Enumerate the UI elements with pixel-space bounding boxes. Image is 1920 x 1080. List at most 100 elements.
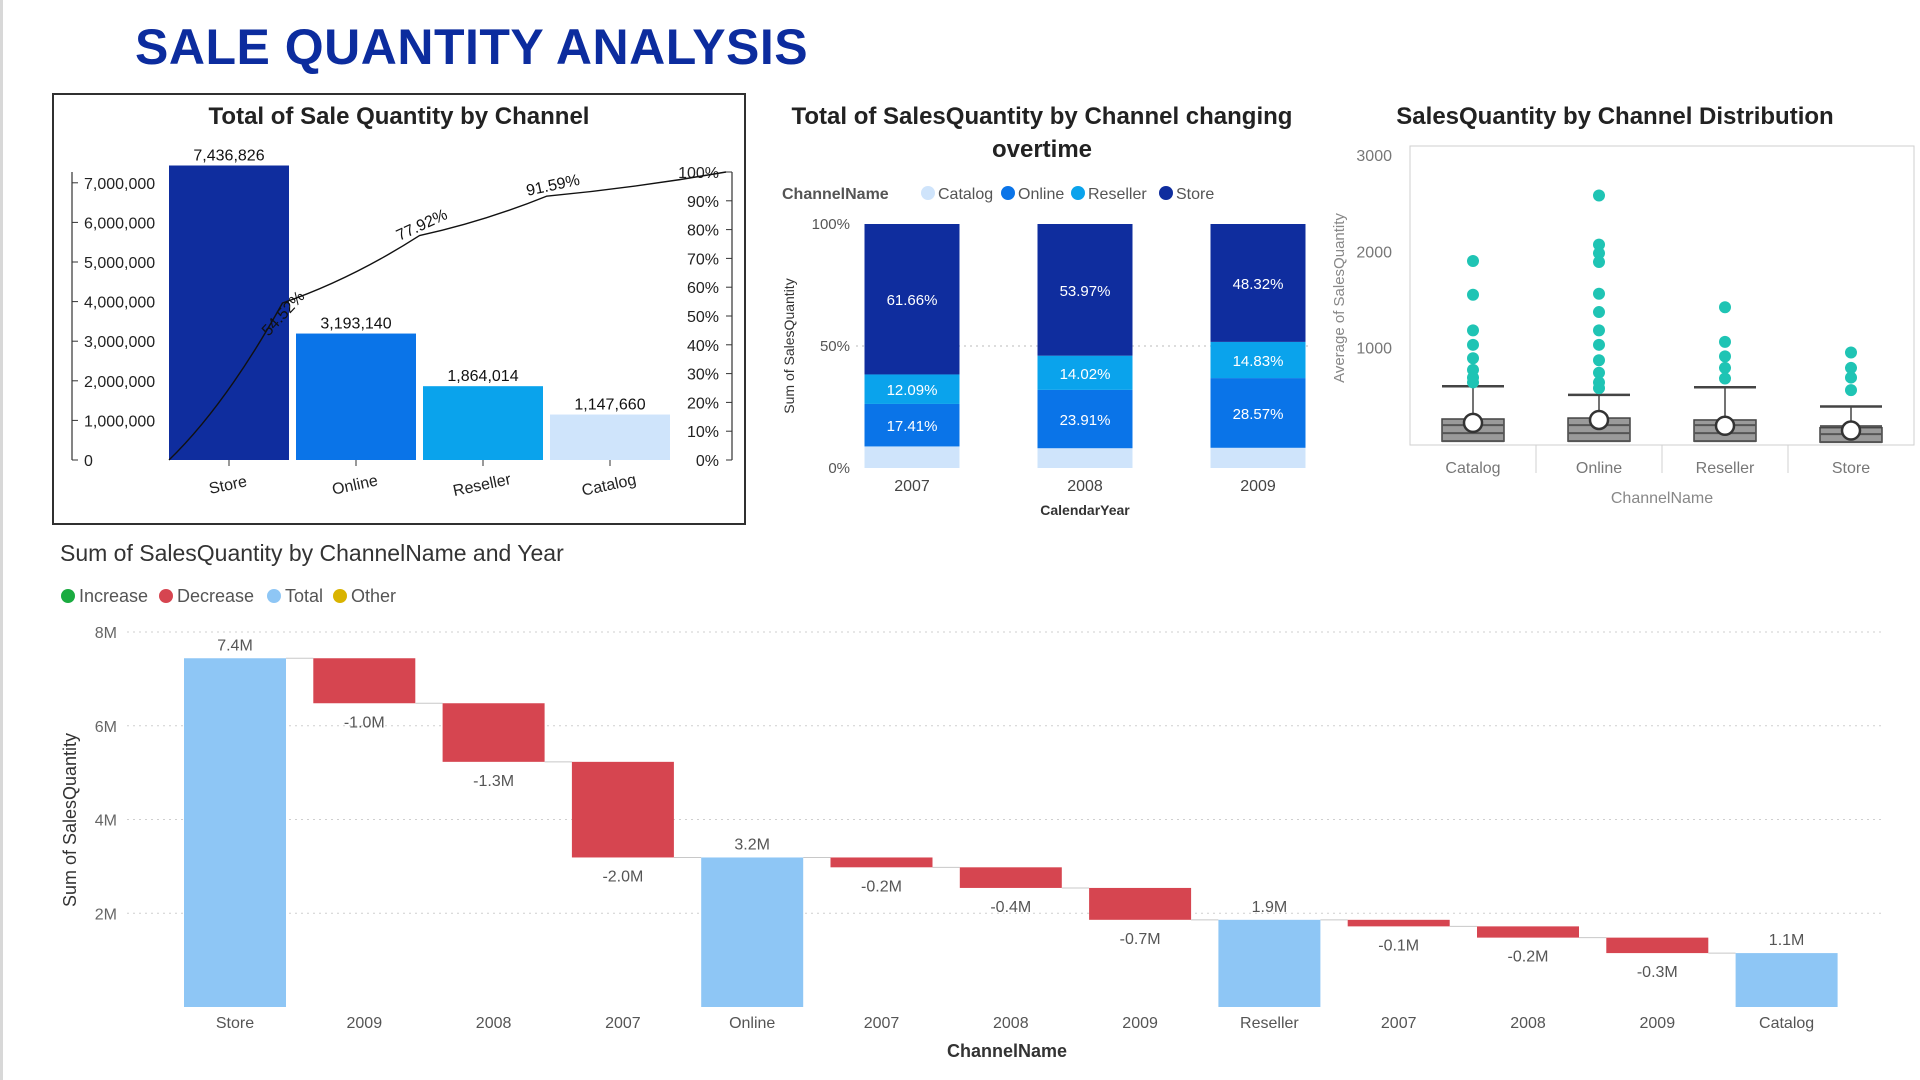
waterfall-legend-marker — [333, 589, 347, 603]
stacked-segment-reseller — [1210, 341, 1306, 379]
pareto-title: Total of Sale Quantity by Channel — [209, 103, 590, 130]
waterfall-data-label: -1.3M — [473, 773, 514, 790]
waterfall-x-tick-label: Catalog — [1759, 1015, 1814, 1032]
stacked-legend-label: Online — [1018, 186, 1064, 203]
waterfall-x-tick-label: 2008 — [1510, 1015, 1546, 1032]
boxplot-outlier-point — [1593, 366, 1605, 379]
boxplot-outlier-point — [1845, 346, 1857, 359]
waterfall-data-label: -0.3M — [1637, 964, 1678, 981]
stacked-legend-label: Store — [1176, 186, 1214, 203]
boxplot-frame — [1409, 145, 1915, 446]
waterfall-x-tick-label: 2008 — [476, 1015, 512, 1032]
stacked-data-label: 17.41% — [887, 418, 938, 435]
waterfall-legend-label: Decrease — [177, 586, 254, 606]
stacked-data-label: 61.66% — [887, 292, 938, 309]
pareto-bar-online — [296, 333, 416, 460]
boxplot-outlier-point — [1467, 324, 1479, 337]
stacked-title-line2: overtime — [992, 136, 1092, 163]
pareto-panel-border — [52, 93, 746, 525]
pareto-y2-tick-label: 50% — [687, 309, 719, 326]
boxplot-outlier-point — [1593, 324, 1605, 337]
waterfall-data-label: -0.4M — [990, 899, 1031, 916]
pareto-y-tick-label: 7,000,000 — [84, 176, 155, 193]
pareto-y2-tick-label: 10% — [687, 424, 719, 441]
waterfall-data-label: -2.0M — [602, 868, 643, 885]
pareto-y2-tick-label: 20% — [687, 395, 719, 412]
waterfall-data-label: -0.2M — [1508, 949, 1549, 966]
boxplot-y-tick-label: 1000 — [1356, 341, 1392, 358]
boxplot-outlier-point — [1593, 247, 1605, 260]
waterfall-bar-total — [701, 857, 804, 1007]
boxplot-outlier-point — [1719, 361, 1731, 374]
stacked-legend-label: Reseller — [1088, 186, 1147, 203]
pareto-bar-label: 1,147,660 — [574, 397, 645, 414]
stacked-legend-marker — [1071, 186, 1085, 200]
waterfall-bar-decrease — [830, 857, 933, 868]
waterfall-legend-label: Increase — [79, 586, 148, 606]
waterfall-data-label: 7.4M — [217, 637, 253, 654]
stacked-data-label: 14.02% — [1060, 366, 1111, 383]
pareto-y2-tick-label: 60% — [687, 280, 719, 297]
pareto-y-tick-label: 6,000,000 — [84, 215, 155, 232]
waterfall-legend-label: Total — [285, 586, 323, 606]
stacked-data-label: 48.32% — [1233, 276, 1284, 293]
boxplot-outlier-point — [1593, 255, 1605, 268]
pareto-x-tick-label: Catalog — [580, 472, 637, 500]
boxplot-outlier-point — [1467, 376, 1479, 389]
boxplot-x-tick-label: Reseller — [1696, 460, 1755, 477]
boxplot-y-axis-title: Average of SalesQuantity — [1331, 213, 1348, 383]
stacked-segment-reseller — [864, 374, 960, 404]
waterfall-x-tick-label: 2007 — [864, 1015, 900, 1032]
stacked-y-tick-label: 50% — [820, 338, 850, 355]
boxplot-outlier-point — [1467, 338, 1479, 351]
stacked-legend-marker — [921, 186, 935, 200]
stacked-segment-catalog — [1210, 447, 1306, 468]
waterfall-bar-total — [1218, 919, 1321, 1007]
pareto-bar-catalog — [550, 414, 670, 460]
boxplot-mean-marker — [1588, 409, 1610, 431]
stacked-y-axis-title: Sum of SalesQuantity — [781, 278, 797, 413]
boxplot-outlier-point — [1467, 288, 1479, 301]
waterfall-y-tick-label: 2M — [95, 906, 117, 923]
waterfall-bar-decrease — [571, 761, 674, 858]
boxplot-outlier-point — [1593, 354, 1605, 367]
pareto-y2-tick-label: 70% — [687, 251, 719, 268]
waterfall-x-tick-label: 2009 — [1640, 1015, 1676, 1032]
stacked-legend-marker — [1159, 186, 1173, 200]
stacked-data-label: 28.57% — [1233, 406, 1284, 423]
pareto-y2-tick-label: 80% — [687, 223, 719, 240]
waterfall-data-label: -0.2M — [861, 878, 902, 895]
waterfall-data-label: -0.1M — [1378, 937, 1419, 954]
pareto-y2-tick-label: 40% — [687, 338, 719, 355]
boxplot-outlier-point — [1719, 372, 1731, 385]
boxplot-mean-marker — [1462, 412, 1484, 434]
waterfall-data-label: -0.7M — [1120, 931, 1161, 948]
pareto-y-tick-label: 5,000,000 — [84, 255, 155, 272]
pareto-x-tick-label: Reseller — [452, 471, 514, 500]
waterfall-x-tick-label: Reseller — [1240, 1015, 1299, 1032]
pareto-chart: Total of Sale Quantity by Channel 0 1,000… — [71, 103, 733, 500]
stacked-data-label: 53.97% — [1060, 283, 1111, 300]
boxplot-outlier-point — [1467, 255, 1479, 268]
waterfall-x-tick-label: 2007 — [605, 1015, 641, 1032]
pareto-y2-tick-label: 30% — [687, 367, 719, 384]
stacked-segment-reseller — [1037, 355, 1133, 390]
boxplot-outlier-point — [1845, 361, 1857, 374]
pareto-cumulative-label: 77.92% — [394, 206, 450, 244]
stacked-data-label: 14.83% — [1233, 353, 1284, 370]
waterfall-x-tick-label: 2007 — [1381, 1015, 1417, 1032]
pareto-bar-label: 1,864,014 — [447, 368, 518, 385]
waterfall-chart: Sum of SalesQuantity by ChannelName and … — [60, 540, 1882, 1061]
stacked-x-axis-title: CalendarYear — [1040, 502, 1130, 518]
boxplot-outlier-point — [1593, 382, 1605, 395]
pareto-x-tick-label: Store — [208, 473, 249, 498]
waterfall-y-tick-label: 4M — [95, 813, 117, 830]
boxplot-chart: SalesQuantity by Channel Distribution 10… — [1331, 103, 1915, 507]
boxplot-outlier-point — [1467, 352, 1479, 365]
page-edge — [0, 0, 3, 1080]
boxplot-mean-marker — [1840, 420, 1862, 441]
waterfall-legend-marker — [267, 589, 281, 603]
pareto-y-tick-label: 1,000,000 — [84, 413, 155, 430]
boxplot-x-axis-title: ChannelName — [1611, 490, 1713, 507]
waterfall-legend-marker — [61, 589, 75, 603]
